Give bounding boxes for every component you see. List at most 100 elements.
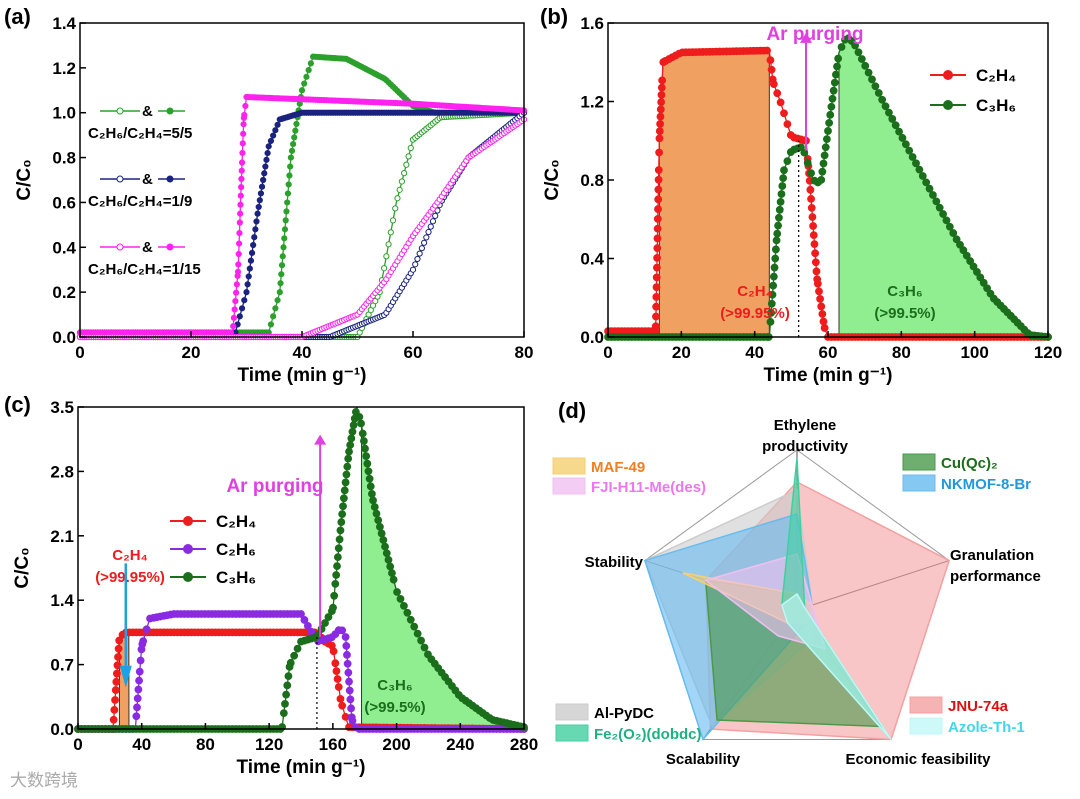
data-point bbox=[111, 696, 119, 704]
c3h6-purity-label: C₃H₆ bbox=[887, 283, 922, 300]
radar-axis-label: Scalability bbox=[666, 751, 741, 768]
data-point bbox=[115, 636, 124, 645]
data-point bbox=[369, 496, 377, 505]
data-point bbox=[272, 127, 279, 134]
data-point bbox=[833, 62, 841, 71]
data-point bbox=[653, 214, 662, 223]
watermark: 大数跨境 bbox=[10, 771, 78, 790]
legend-marker bbox=[943, 100, 953, 110]
data-point bbox=[776, 197, 785, 206]
data-point bbox=[819, 317, 828, 326]
x-axis-label: Time (min g⁻¹) bbox=[238, 365, 367, 386]
data-point bbox=[653, 253, 661, 262]
data-point bbox=[932, 197, 941, 206]
legend-ampersand: & bbox=[142, 239, 153, 256]
data-point bbox=[770, 263, 779, 272]
data-point bbox=[358, 429, 367, 438]
data-point bbox=[829, 86, 838, 95]
data-point bbox=[771, 254, 780, 263]
data-point bbox=[908, 153, 917, 161]
radar-axis-label: Economic feasibility bbox=[845, 751, 991, 768]
data-point bbox=[345, 447, 353, 456]
data-point bbox=[915, 165, 924, 174]
data-point bbox=[871, 82, 880, 91]
legend-label: NKMOF-8-Br bbox=[941, 476, 1031, 493]
data-point bbox=[768, 290, 777, 299]
x-tick-label: 280 bbox=[510, 735, 538, 754]
ar-purging-label: Ar purging bbox=[226, 476, 323, 497]
x-tick-label: 40 bbox=[293, 343, 312, 362]
data-point bbox=[393, 588, 401, 596]
radar-outline bbox=[644, 449, 950, 740]
data-point bbox=[239, 140, 246, 147]
data-point bbox=[818, 310, 827, 318]
data-point bbox=[260, 176, 267, 184]
data-point bbox=[284, 672, 293, 681]
data-point bbox=[278, 271, 285, 278]
data-point bbox=[288, 147, 296, 154]
legend-open-marker bbox=[116, 175, 124, 183]
data-point bbox=[345, 686, 354, 695]
data-point bbox=[342, 642, 351, 650]
radar-axis-label: Granulation bbox=[950, 547, 1034, 564]
data-point bbox=[429, 218, 437, 225]
legend-label: C₂H₄ bbox=[216, 512, 256, 531]
data-point bbox=[135, 667, 144, 676]
data-point bbox=[383, 253, 390, 260]
data-point bbox=[301, 80, 308, 87]
data-point bbox=[292, 127, 299, 134]
data-point bbox=[656, 112, 665, 121]
data-point bbox=[265, 143, 272, 150]
data-point bbox=[406, 615, 415, 624]
data-point bbox=[333, 675, 342, 683]
data-point bbox=[983, 284, 991, 293]
data-point bbox=[282, 217, 289, 224]
data-point bbox=[379, 536, 388, 544]
data-point bbox=[255, 203, 262, 211]
data-point bbox=[773, 229, 782, 238]
data-point bbox=[767, 65, 776, 74]
data-point bbox=[771, 245, 780, 254]
legend-label: FJI-H11-Me(des) bbox=[591, 479, 706, 496]
data-point bbox=[775, 213, 783, 222]
data-point bbox=[247, 257, 255, 264]
data-point bbox=[656, 105, 665, 114]
data-point bbox=[349, 421, 358, 430]
y-tick-label: 0.0 bbox=[50, 720, 74, 739]
data-point bbox=[976, 273, 985, 282]
data-point bbox=[820, 324, 829, 332]
data-point bbox=[134, 685, 143, 694]
x-tick-label: 160 bbox=[319, 735, 347, 754]
legend-ampersand: & bbox=[142, 103, 153, 120]
data-point bbox=[952, 235, 961, 244]
data-point bbox=[389, 217, 397, 224]
data-point bbox=[335, 535, 344, 544]
data-point bbox=[811, 249, 820, 258]
legend-label: Azole-Th-1 bbox=[948, 719, 1025, 736]
data-point bbox=[362, 452, 371, 461]
data-point bbox=[817, 175, 826, 184]
data-point bbox=[763, 46, 771, 55]
data-point bbox=[769, 272, 778, 281]
x-tick-label: 60 bbox=[819, 343, 838, 362]
data-point bbox=[270, 132, 277, 139]
data-point bbox=[973, 268, 981, 276]
plot-frame bbox=[77, 406, 525, 730]
data-point bbox=[656, 119, 665, 128]
data-point bbox=[816, 294, 825, 303]
data-point bbox=[766, 56, 775, 65]
data-point bbox=[281, 226, 289, 233]
data-point bbox=[363, 459, 372, 468]
data-point bbox=[337, 518, 346, 526]
y-tick-label: 0.0 bbox=[52, 328, 76, 347]
data-point bbox=[297, 610, 305, 618]
data-point bbox=[333, 562, 341, 570]
data-point bbox=[263, 156, 270, 163]
x-tick-label: 20 bbox=[672, 343, 691, 362]
legend-swatch bbox=[909, 696, 943, 714]
data-point bbox=[949, 229, 958, 237]
data-point bbox=[425, 228, 432, 236]
data-point bbox=[274, 297, 281, 304]
y-axis-label: C/C₀ bbox=[542, 159, 563, 200]
data-point bbox=[427, 223, 434, 230]
